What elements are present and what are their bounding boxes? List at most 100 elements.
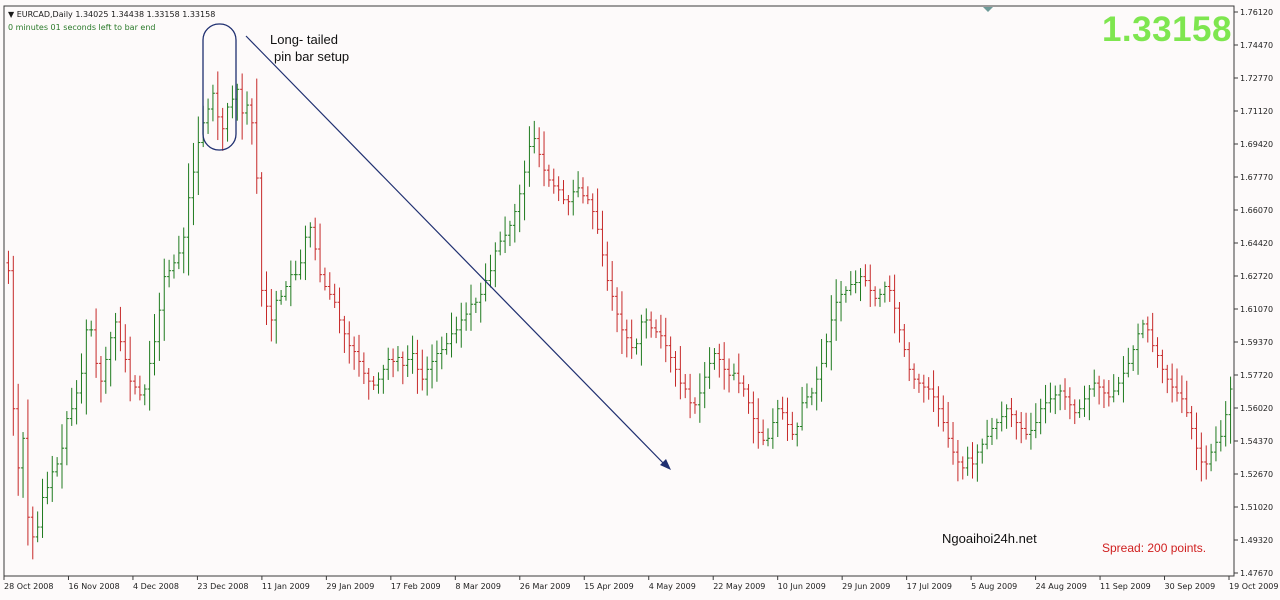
ohlc-bar	[980, 438, 985, 464]
ohlc-bar	[610, 261, 615, 311]
ohlc-bar	[279, 290, 284, 305]
ohlc-bar	[391, 348, 396, 378]
ohlc-bar	[634, 338, 639, 355]
ohlc-bar	[162, 258, 167, 341]
ohlc-bar	[493, 242, 498, 288]
ohlc-bar	[128, 336, 133, 402]
ohlc-bar	[361, 352, 366, 384]
ohlc-bar	[313, 217, 318, 261]
ohlc-bar	[1058, 384, 1063, 411]
ohlc-bar	[439, 336, 444, 370]
ohlc-bar	[571, 179, 576, 216]
time-tick-label: 17 Jul 2009	[907, 582, 952, 591]
ohlc-bar	[45, 471, 50, 505]
ohlc-bar	[1063, 378, 1068, 410]
symbol-ohlc-text: EURCAD,Daily 1.34025 1.34438 1.33158 1.3…	[16, 10, 216, 19]
ohlc-bar	[843, 286, 848, 303]
ohlc-bar	[69, 387, 74, 426]
ohlc-bar	[288, 260, 293, 307]
ohlc-bar	[186, 163, 191, 276]
ohlc-bar	[98, 355, 103, 403]
ohlc-bar	[1048, 382, 1053, 413]
ohlc-bar	[1116, 376, 1121, 396]
ohlc-bar	[55, 457, 60, 477]
time-tick-label: 4 May 2009	[649, 582, 696, 591]
ohlc-bar	[133, 375, 138, 395]
price-tick-label: 1.64420	[1240, 239, 1273, 248]
ohlc-bar	[157, 292, 162, 361]
ohlc-bar	[103, 346, 108, 394]
ohlc-bars	[6, 71, 1233, 560]
ohlc-bar	[478, 282, 483, 323]
ohlc-bar	[303, 225, 308, 281]
ohlc-bar	[819, 338, 824, 402]
ohlc-bar	[863, 264, 868, 287]
ohlc-bar	[658, 314, 663, 349]
time-tick-label: 10 Jun 2009	[778, 582, 826, 591]
ohlc-bar	[707, 347, 712, 389]
ohlc-bar	[488, 254, 493, 288]
ohlc-bar	[25, 399, 30, 546]
ohlc-bar	[283, 281, 288, 301]
ohlc-bar	[683, 374, 688, 399]
ohlc-bar	[1223, 401, 1228, 447]
ohlc-bar	[420, 349, 425, 391]
ohlc-bar	[430, 344, 435, 389]
ohlc-bar	[468, 284, 473, 331]
ohlc-bar	[999, 401, 1004, 432]
ohlc-bar	[444, 332, 449, 355]
ohlc-bar	[804, 383, 809, 409]
ohlc-bar	[21, 432, 26, 498]
ohlc-bar	[395, 346, 400, 372]
pin-bar-highlight-ellipse	[202, 23, 237, 151]
ohlc-bar	[858, 268, 863, 302]
ohlc-bar	[985, 419, 990, 450]
ohlc-bar	[1136, 323, 1141, 375]
ohlc-bar	[761, 419, 766, 446]
collapse-triangle-icon[interactable]: ▼	[8, 10, 17, 19]
ohlc-bar	[274, 290, 279, 344]
ohlc-bar	[887, 275, 892, 302]
ohlc-bar	[1228, 376, 1233, 444]
ohlc-bar	[775, 399, 780, 437]
time-tick-label: 15 Apr 2009	[584, 582, 633, 591]
ohlc-bar	[751, 391, 756, 444]
ohlc-bar	[951, 422, 956, 465]
ohlc-bar	[1204, 445, 1209, 480]
time-tick-label: 17 Feb 2009	[391, 582, 441, 591]
ohlc-bar	[322, 267, 327, 291]
ohlc-bar	[94, 308, 99, 378]
ohlc-bar	[605, 241, 610, 291]
ohlc-bar	[30, 506, 35, 560]
ohlc-bar	[137, 375, 142, 401]
ohlc-bar	[712, 348, 717, 370]
ohlc-bar	[425, 356, 430, 396]
ohlc-bar	[381, 364, 386, 394]
ohlc-bar	[1209, 443, 1214, 472]
ohlc-bar	[576, 171, 581, 198]
scroll-shift-marker[interactable]	[983, 7, 993, 12]
ohlc-bar	[167, 259, 172, 288]
ohlc-bar	[1043, 384, 1048, 424]
ohlc-bar	[84, 319, 89, 415]
ohlc-bar	[814, 366, 819, 411]
current-price-display: 1.33158	[1101, 10, 1232, 49]
time-tick-label: 8 Mar 2009	[455, 582, 501, 591]
ohlc-bar	[839, 280, 844, 322]
ohlc-bar	[1024, 412, 1029, 440]
price-tick-label: 1.47670	[1240, 569, 1273, 578]
time-tick-label: 29 Jan 2009	[326, 582, 374, 591]
ohlc-bar	[293, 260, 298, 281]
ohlc-bar	[673, 351, 678, 387]
ohlc-bar	[736, 353, 741, 394]
ohlc-bar	[1101, 379, 1106, 409]
ohlc-bar	[741, 375, 746, 397]
ohlc-bar	[916, 373, 921, 393]
ohlc-bar	[785, 397, 790, 441]
ohlc-bar	[483, 263, 488, 302]
ohlc-bar	[960, 456, 965, 480]
ohlc-bar	[873, 286, 878, 307]
ohlc-bar	[327, 272, 332, 300]
ohlc-bar	[624, 319, 629, 358]
